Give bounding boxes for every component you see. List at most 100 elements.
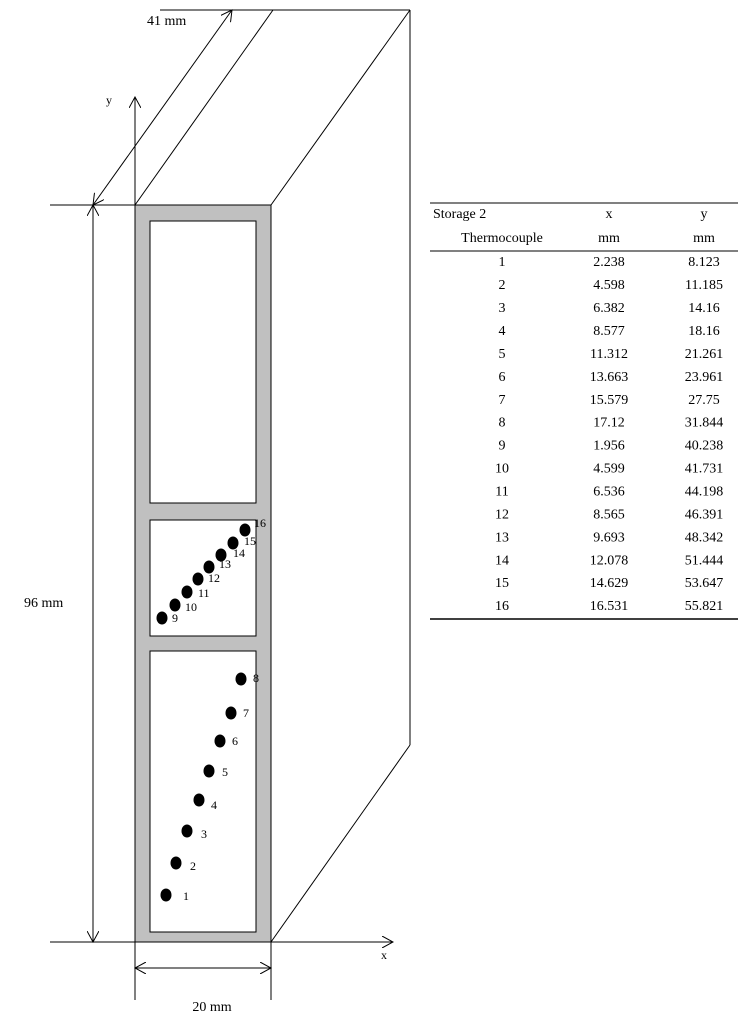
table-cell: 15.579: [590, 393, 629, 408]
cavity: [149, 650, 257, 933]
box-drawing: [134, 9, 411, 943]
thermocouple-dot: [203, 764, 215, 778]
edge: [134, 9, 274, 206]
table-cell: 10: [495, 462, 509, 477]
table-cell: 55.821: [685, 599, 724, 614]
table-cell: 12.078: [590, 553, 629, 568]
table-cell: 9.693: [593, 530, 625, 545]
depth-label: 41 mm: [147, 14, 186, 29]
table-cell: 5: [499, 347, 506, 362]
thermocouple-dot: [193, 793, 205, 807]
table-cell: 12: [495, 507, 509, 522]
thermocouple-dot: [215, 548, 227, 562]
table-cell: 14.629: [590, 576, 629, 591]
table-cell: 11.312: [590, 347, 628, 362]
thermocouple-label: 8: [253, 671, 259, 685]
table-cell: 31.844: [685, 416, 724, 431]
y-axis-label: y: [106, 93, 112, 107]
thermocouple-dot: [181, 824, 193, 838]
thermocouple-dot: [239, 523, 251, 537]
table-cell: 23.961: [685, 370, 724, 385]
thermocouple-dot: [192, 572, 204, 586]
table-cell: 8.577: [593, 324, 625, 339]
table-cell: 2.238: [593, 255, 625, 270]
table-cell: 4.599: [593, 462, 625, 477]
thermocouple-label: 9: [172, 611, 178, 625]
thermocouple-dot: [214, 734, 226, 748]
cavity: [149, 220, 257, 504]
thermocouple-label: 6: [232, 734, 238, 748]
thermocouple-dot: [225, 706, 237, 720]
edge: [270, 744, 411, 943]
table-cell: 1: [499, 255, 506, 270]
table-cell: 51.444: [685, 553, 724, 568]
table-cell: 40.238: [685, 439, 724, 454]
table-cell: 17.12: [593, 416, 625, 431]
table-cell: 4.598: [593, 278, 625, 293]
thermocouple-label: 7: [243, 706, 249, 720]
table-cell: 8.123: [688, 255, 720, 270]
table-cell: 16: [495, 599, 509, 614]
table-cell: 48.342: [685, 530, 724, 545]
thermocouple-dot: [227, 536, 239, 550]
table-cell: 13.663: [590, 370, 629, 385]
height-label: 96 mm: [24, 596, 63, 611]
table-cell: 6.382: [593, 301, 625, 316]
thermocouple-label: 4: [211, 798, 217, 812]
table-cell: 21.261: [685, 347, 724, 362]
table-cell: 9: [499, 439, 506, 454]
table-cell: 11: [495, 485, 508, 500]
table-header: x: [606, 207, 613, 222]
table-cell: 18.16: [688, 324, 720, 339]
table-cell: 7: [499, 393, 506, 408]
thermocouple-dot: [235, 672, 247, 686]
thermocouple-label: 3: [201, 827, 207, 841]
table: Storage 2 x y Thermocouple mm mm 1 2.238 8.123 2 4…: [430, 202, 738, 620]
thermocouple-dot: [169, 598, 181, 612]
table-cell: 1.956: [593, 439, 625, 454]
thermocouple-label: 10: [185, 600, 197, 614]
table-cell: 6.536: [593, 485, 625, 500]
table-cell: 8.565: [593, 507, 625, 522]
table-header: mm: [693, 231, 715, 246]
width-label: 20 mm: [192, 1000, 231, 1015]
dimension-arrow: [93, 10, 232, 205]
edge: [270, 9, 411, 206]
table-cell: 2: [499, 278, 506, 293]
table-cell: 53.647: [685, 576, 724, 591]
dimensions: 41 mm 96 mm 20 mm y x: [24, 10, 393, 1015]
thermocouple-label: 12: [208, 571, 220, 585]
thermocouple-label: 2: [190, 859, 196, 873]
table-cell: 8: [499, 416, 506, 431]
table-header: Storage 2: [433, 207, 486, 222]
thermocouple-dot: [181, 585, 193, 599]
table-cell: 13: [495, 530, 509, 545]
table-header: Thermocouple: [461, 231, 543, 246]
thermocouple-label: 16: [254, 516, 266, 530]
table-cell: 27.75: [688, 393, 720, 408]
table-cell: 14.16: [688, 301, 720, 316]
thermocouple-dot: [156, 611, 168, 625]
table-header: y: [701, 207, 708, 222]
table-cell: 4: [499, 324, 506, 339]
table-cell: 44.198: [685, 485, 724, 500]
x-axis-label: x: [381, 948, 387, 962]
thermocouple-label: 1: [183, 889, 189, 903]
thermocouple-dot: [160, 888, 172, 902]
table-cell: 3: [499, 301, 506, 316]
table-cell: 16.531: [590, 599, 629, 614]
thermocouple-label: 11: [198, 586, 210, 600]
table-cell: 15: [495, 576, 509, 591]
table-cell: 6: [499, 370, 506, 385]
table-cell: 46.391: [685, 507, 724, 522]
table-cell: 14: [495, 553, 509, 568]
thermocouple-label: 15: [244, 534, 256, 548]
thermocouple-dot: [170, 856, 182, 870]
table-cell: 41.731: [685, 462, 724, 477]
thermocouple-label: 5: [222, 765, 228, 779]
thermocouple-label: 14: [233, 546, 245, 560]
table-cell: 11.185: [685, 278, 723, 293]
thermocouple-dot: [203, 560, 215, 574]
